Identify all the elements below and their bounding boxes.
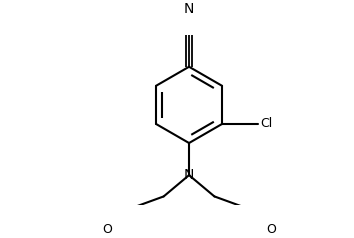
Text: N: N — [184, 168, 194, 182]
Text: Cl: Cl — [260, 118, 273, 130]
Text: O: O — [102, 223, 112, 236]
Text: N: N — [184, 2, 194, 16]
Text: O: O — [266, 223, 276, 236]
